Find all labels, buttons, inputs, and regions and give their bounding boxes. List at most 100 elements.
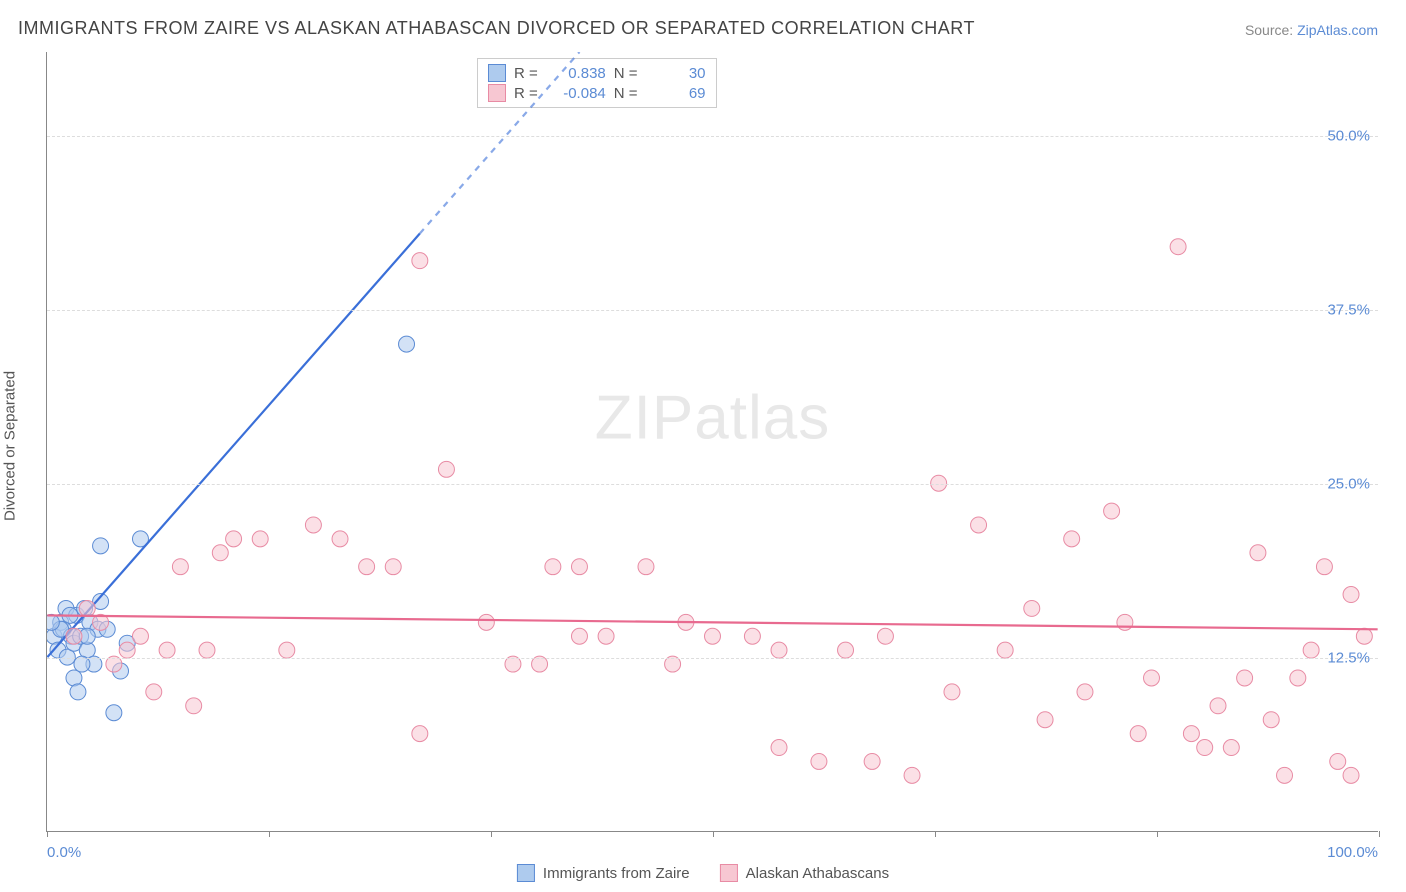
watermark-zip: ZIP	[595, 384, 694, 453]
data-point-zaire	[62, 607, 78, 623]
data-point-athabascan	[1263, 712, 1279, 728]
data-point-athabascan	[877, 628, 893, 644]
data-point-athabascan	[638, 559, 654, 575]
r-label: R =	[514, 65, 538, 82]
data-point-zaire	[119, 635, 135, 651]
data-point-athabascan	[119, 642, 135, 658]
data-point-athabascan	[1130, 726, 1146, 742]
legend-label: Immigrants from Zaire	[543, 865, 690, 882]
data-point-zaire	[53, 621, 69, 637]
data-point-athabascan	[864, 753, 880, 769]
data-point-athabascan	[412, 253, 428, 269]
gridline	[47, 484, 1378, 485]
data-point-zaire	[70, 684, 86, 700]
data-point-zaire	[82, 614, 98, 630]
data-point-zaire	[79, 628, 95, 644]
data-point-athabascan	[66, 628, 82, 644]
data-point-zaire	[106, 705, 122, 721]
data-point-athabascan	[1183, 726, 1199, 742]
trend-line-zaire	[47, 234, 419, 658]
source-label: Source:	[1245, 22, 1293, 38]
data-point-zaire	[79, 642, 95, 658]
data-point-athabascan	[904, 767, 920, 783]
data-point-athabascan	[1343, 587, 1359, 603]
stats-legend: R = 0.838 N = 30 R = -0.084 N = 69	[477, 58, 717, 108]
data-point-athabascan	[252, 531, 268, 547]
data-point-athabascan	[1024, 600, 1040, 616]
data-point-athabascan	[478, 614, 494, 630]
gridline	[47, 658, 1378, 659]
data-point-athabascan	[199, 642, 215, 658]
y-tick-label: 25.0%	[1327, 475, 1370, 492]
data-point-athabascan	[545, 559, 561, 575]
x-tick	[1379, 831, 1380, 837]
data-point-athabascan	[1330, 753, 1346, 769]
data-point-zaire	[50, 642, 66, 658]
y-axis-title: Divorced or Separated	[2, 371, 19, 521]
chart-title: IMMIGRANTS FROM ZAIRE VS ALASKAN ATHABAS…	[18, 18, 975, 39]
series-legend: Immigrants from Zaire Alaskan Athabascan…	[517, 864, 889, 882]
x-tick	[491, 831, 492, 837]
data-point-athabascan	[838, 642, 854, 658]
watermark: ZIPatlas	[595, 383, 830, 454]
data-point-athabascan	[1250, 545, 1266, 561]
x-tick	[47, 831, 48, 837]
n-label: N =	[614, 85, 638, 102]
swatch-icon	[488, 64, 506, 82]
r-value: -0.084	[546, 85, 606, 102]
data-point-zaire	[66, 635, 82, 651]
data-point-zaire	[69, 607, 85, 623]
data-point-athabascan	[132, 628, 148, 644]
x-tick-label-min: 0.0%	[47, 844, 81, 861]
x-tick	[935, 831, 936, 837]
data-point-athabascan	[1316, 559, 1332, 575]
data-point-athabascan	[771, 642, 787, 658]
data-point-athabascan	[212, 545, 228, 561]
data-point-athabascan	[186, 698, 202, 714]
x-tick	[713, 831, 714, 837]
source-attribution: Source: ZipAtlas.com	[1245, 22, 1378, 38]
trend-line-athabascan	[47, 615, 1377, 629]
source-link[interactable]: ZipAtlas.com	[1297, 22, 1378, 38]
data-point-zaire	[93, 593, 109, 609]
data-point-athabascan	[678, 614, 694, 630]
data-point-athabascan	[385, 559, 401, 575]
r-label: R =	[514, 85, 538, 102]
data-point-athabascan	[1077, 684, 1093, 700]
chart-svg	[47, 52, 1378, 831]
r-value: 0.838	[546, 65, 606, 82]
data-point-zaire	[47, 628, 62, 644]
data-point-zaire	[132, 531, 148, 547]
data-point-athabascan	[412, 726, 428, 742]
data-point-athabascan	[159, 642, 175, 658]
data-point-zaire	[66, 670, 82, 686]
gridline	[47, 310, 1378, 311]
data-point-athabascan	[1237, 670, 1253, 686]
plot-area: ZIPatlas R = 0.838 N = 30 R = -0.084 N =…	[46, 52, 1378, 832]
stats-legend-row-athabascan: R = -0.084 N = 69	[488, 83, 706, 103]
data-point-athabascan	[305, 517, 321, 533]
data-point-zaire	[77, 600, 93, 616]
data-point-athabascan	[146, 684, 162, 700]
swatch-icon	[488, 84, 506, 102]
data-point-athabascan	[1037, 712, 1053, 728]
swatch-icon	[517, 864, 535, 882]
x-tick	[269, 831, 270, 837]
n-value: 69	[646, 85, 706, 102]
legend-label: Alaskan Athabascans	[746, 865, 889, 882]
data-point-athabascan	[1277, 767, 1293, 783]
data-point-athabascan	[1064, 531, 1080, 547]
data-point-athabascan	[438, 461, 454, 477]
stats-legend-row-zaire: R = 0.838 N = 30	[488, 63, 706, 83]
data-point-zaire	[113, 663, 129, 679]
data-point-athabascan	[811, 753, 827, 769]
swatch-icon	[720, 864, 738, 882]
data-point-athabascan	[1197, 740, 1213, 756]
legend-item-athabascan: Alaskan Athabascans	[720, 864, 889, 882]
data-point-athabascan	[79, 600, 95, 616]
data-point-athabascan	[359, 559, 375, 575]
data-point-zaire	[99, 621, 115, 637]
data-point-athabascan	[1170, 239, 1186, 255]
data-point-athabascan	[332, 531, 348, 547]
data-point-athabascan	[571, 628, 587, 644]
